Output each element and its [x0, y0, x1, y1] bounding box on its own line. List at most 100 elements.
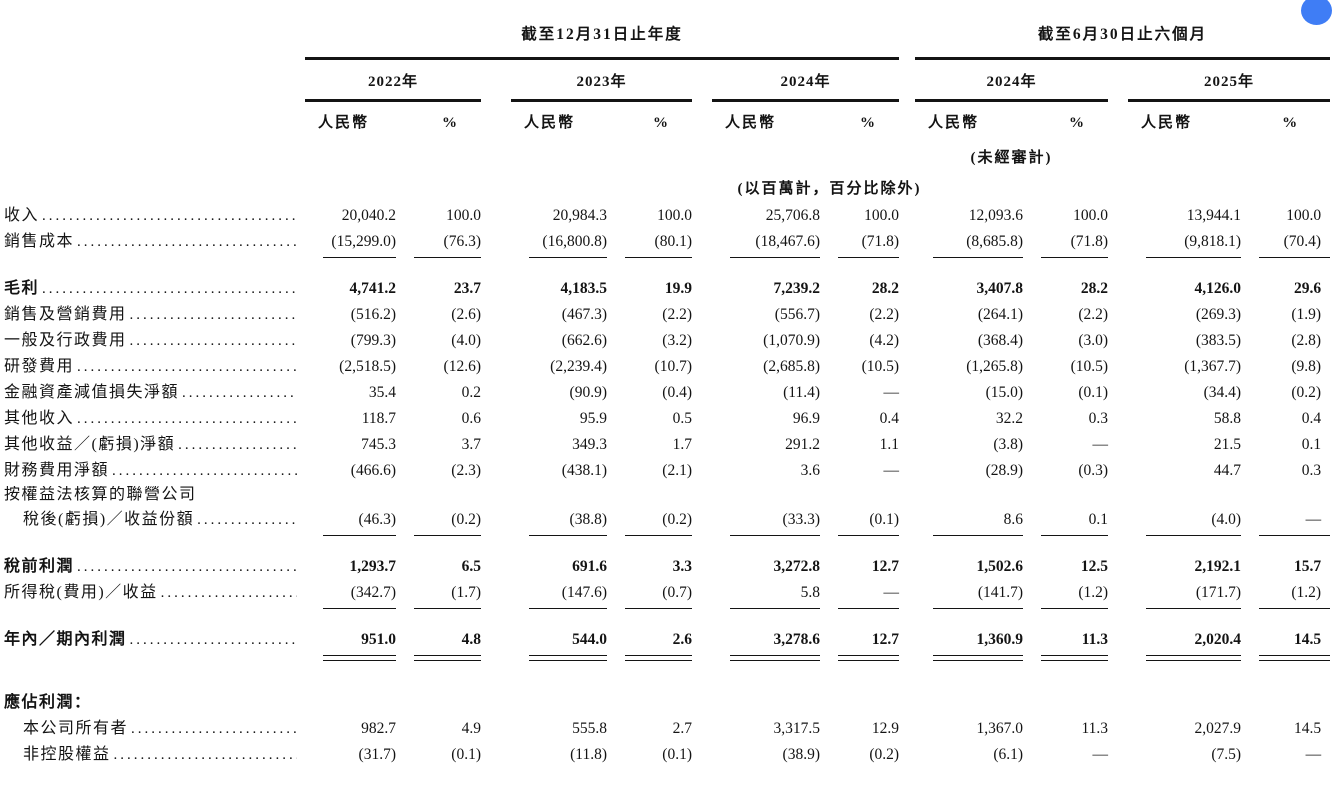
column-gap — [481, 325, 511, 351]
column-gap — [481, 549, 511, 577]
column-gap — [692, 351, 712, 377]
cell-value: (0.4) — [662, 384, 692, 401]
row-label: 毛利 — [4, 271, 305, 299]
year-2025-interim: 2025年 — [1128, 58, 1331, 102]
cell-value: 100.0 — [864, 207, 900, 224]
row-label: 稅後(虧損)／收益份額 — [4, 504, 305, 530]
cell-value: 12.7 — [871, 558, 900, 575]
cell-value: — — [1092, 436, 1109, 453]
cell-value: 2,027.9 — [1194, 720, 1242, 737]
percent-label: % — [1282, 115, 1298, 131]
cell-value: 58.8 — [1213, 410, 1242, 427]
double-rule-line — [1146, 655, 1242, 661]
cell-value: 6.5 — [461, 558, 481, 575]
dot-leader — [42, 206, 297, 226]
row-label: 一般及行政費用 — [4, 325, 305, 351]
column-gap — [1108, 739, 1128, 765]
cell-value: 1.7 — [672, 436, 692, 453]
cell-value: 100.0 — [446, 207, 481, 224]
column-gap — [1108, 299, 1128, 325]
cell-value: 11.3 — [1081, 631, 1109, 648]
cell-value: 0.2 — [461, 384, 481, 401]
dot-leader — [77, 409, 297, 429]
cell-value: (269.3) — [1195, 306, 1242, 323]
cell-value: 3,317.5 — [773, 720, 821, 737]
row-label: 收入 — [4, 200, 305, 226]
cell-value: (1,367.7) — [1184, 358, 1242, 375]
cell-value: (10.5) — [861, 358, 900, 375]
cell-value: 291.2 — [785, 436, 820, 453]
row-label: 按權益法核算的聯營公司 — [4, 486, 197, 503]
cell-value: 0.4 — [1301, 410, 1322, 427]
column-gap — [481, 403, 511, 429]
cell-value: 349.3 — [572, 436, 607, 453]
cell-value: 2.7 — [672, 720, 692, 737]
currency-label: 人民幣 — [1141, 115, 1193, 131]
column-gap — [481, 429, 511, 455]
table-row: 所得稅(費用)／收益 (342.7) (1.7) (147.6) (0.7) 5.8 — (1… — [4, 577, 1330, 603]
cell-value: (556.7) — [774, 306, 820, 323]
year-header-row: 2022年 2023年 2024年 2024年 2025年 — [4, 58, 1331, 102]
column-gap — [899, 377, 915, 403]
row-label: 稅前利潤 — [4, 549, 305, 577]
cell-value: (46.3) — [358, 511, 396, 528]
cell-value: 4,183.5 — [560, 280, 608, 297]
column-gap — [692, 377, 712, 403]
cell-value: (2.6) — [451, 306, 481, 323]
cell-value: 1,293.7 — [349, 558, 397, 575]
cell-value: 25,706.8 — [765, 207, 820, 224]
column-gap — [481, 226, 511, 252]
floating-button[interactable] — [1301, 0, 1332, 25]
column-gap — [899, 713, 915, 739]
cell-value: (12.6) — [443, 358, 481, 375]
cell-value: 100.0 — [657, 207, 692, 224]
cell-value: (264.1) — [977, 306, 1024, 323]
percent-label: % — [860, 115, 876, 131]
cell-value: (10.5) — [1070, 358, 1109, 375]
cell-value: 1,502.6 — [976, 558, 1024, 575]
cell-value: (4.2) — [869, 332, 900, 349]
cell-value: 100.0 — [1286, 207, 1322, 224]
cell-value: (1,070.9) — [763, 332, 820, 349]
cell-value: (16,800.8) — [542, 233, 607, 250]
cell-value: 28.2 — [871, 280, 900, 297]
rule-line — [529, 535, 607, 536]
rule-line — [838, 535, 900, 536]
cell-value: (1.2) — [1078, 584, 1109, 601]
column-gap — [1108, 351, 1128, 377]
rule-line — [625, 535, 692, 536]
column-gap — [692, 713, 712, 739]
column-gap — [692, 622, 712, 650]
cell-value: — — [883, 462, 900, 479]
column-gap — [1108, 429, 1128, 455]
column-gap — [899, 455, 915, 481]
spacer-row — [4, 672, 1330, 687]
year-2023: 2023年 — [511, 58, 692, 102]
cell-value: 1.1 — [879, 436, 900, 453]
cell-value: (76.3) — [443, 233, 481, 250]
column-gap — [899, 271, 915, 299]
cell-value: — — [1305, 511, 1322, 528]
currency-label: 人民幣 — [725, 115, 777, 131]
dot-leader — [112, 461, 297, 481]
column-gap — [899, 739, 915, 765]
column-gap — [899, 200, 915, 226]
dot-leader — [77, 357, 297, 377]
cell-value: (70.4) — [1283, 233, 1322, 250]
row-label: 財務費用淨額 — [4, 455, 305, 481]
dot-leader — [197, 510, 297, 530]
cell-value: (7.5) — [1211, 746, 1242, 763]
cell-value: 2.6 — [672, 631, 692, 648]
column-gap — [692, 403, 712, 429]
table-row: 金融資產減值損失淨額 35.4 0.2 (90.9) (0.4) (11.4) — (15.0… — [4, 377, 1330, 403]
cell-value: (38.8) — [569, 511, 607, 528]
rule-line — [625, 608, 692, 609]
rule-line — [414, 608, 481, 609]
double-rule-line — [1259, 655, 1331, 661]
cell-value: 32.2 — [995, 410, 1024, 427]
dot-leader — [130, 630, 297, 650]
column-gap — [899, 403, 915, 429]
rule-line — [1259, 608, 1331, 609]
dot-leader — [130, 305, 297, 325]
cell-value: 3.3 — [672, 558, 692, 575]
